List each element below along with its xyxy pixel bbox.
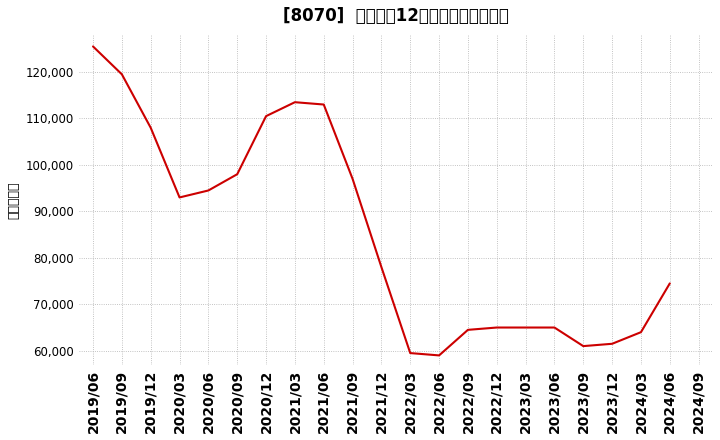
Y-axis label: （百万円）: （百万円） [7, 181, 20, 219]
Title: [8070]  売上高の12か月移動合計の推移: [8070] 売上高の12か月移動合計の推移 [283, 7, 509, 25]
